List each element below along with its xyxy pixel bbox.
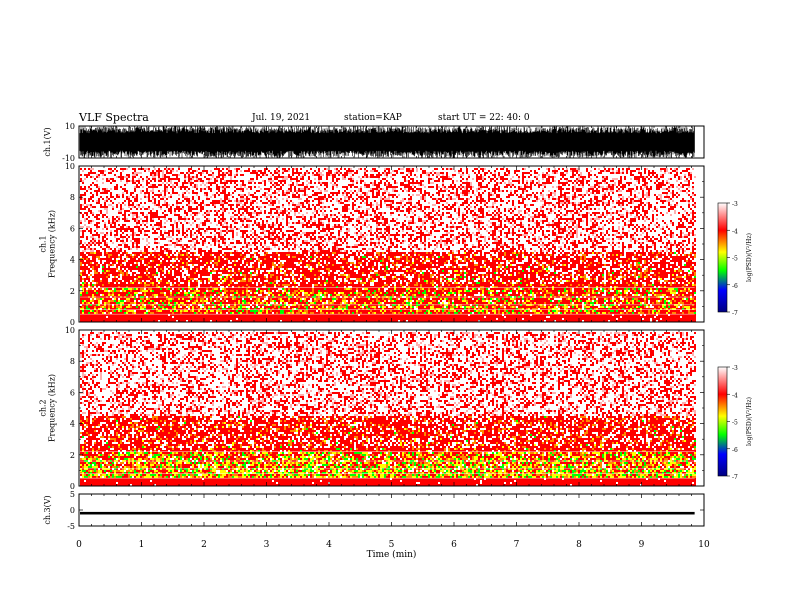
panel-frame (79, 494, 704, 526)
x-tick-label: 6 (451, 540, 457, 550)
y-tick-label: 4 (70, 420, 75, 429)
y-tick-label: 10 (65, 122, 75, 131)
y-tick-label: 0 (70, 506, 75, 515)
y-axis-label: ch.1(V) (43, 127, 52, 156)
ch3-signal-band (80, 512, 695, 515)
x-tick-label: 4 (326, 540, 332, 550)
colorbar-tick-label: -6 (732, 283, 738, 290)
x-axis-label: Time (min) (367, 549, 417, 560)
x-tick-label: 9 (639, 540, 645, 550)
ch1-waveform-panel (80, 126, 695, 158)
ch1-spectrogram (80, 168, 696, 322)
colorbar-tick-label: -4 (732, 392, 738, 399)
colorbar-tick-label: -6 (732, 447, 738, 454)
colorbar-tick-label: -3 (732, 365, 738, 372)
y-axis-label: Frequency (kHz) (48, 374, 57, 442)
colorbar-tick-label: -5 (732, 420, 738, 427)
y-axis-label: ch.2 (39, 399, 48, 416)
ch1-waveform-line (80, 126, 695, 158)
y-tick-label: 8 (70, 193, 75, 202)
y-tick-label: 10 (65, 162, 75, 171)
colorbar-tick-label: -7 (732, 474, 738, 481)
y-tick-label: -5 (67, 522, 75, 531)
y-tick-label: 8 (70, 357, 75, 366)
colorbar (718, 203, 727, 312)
colorbar-tick-label: -5 (732, 256, 738, 263)
y-tick-label: 6 (70, 224, 75, 233)
y-axis-label: ch.1 (39, 235, 48, 252)
colorbar-tick-label: -3 (732, 201, 738, 208)
y-tick-label: 2 (70, 451, 75, 460)
colorbar (718, 367, 727, 476)
x-tick-label: 7 (514, 540, 520, 550)
x-tick-label: 2 (201, 540, 207, 550)
colorbar-tick-label: -7 (732, 310, 738, 317)
x-tick-label: 10 (698, 540, 710, 550)
y-tick-label: 2 (70, 287, 75, 296)
y-axis-label: ch.3(V) (43, 495, 52, 524)
vlf-spectra-figure: 10-10ch.1(V)0246810ch.1 Frequency (kHz)-3… (0, 0, 792, 612)
x-tick-label: 8 (576, 540, 582, 550)
y-tick-label: 6 (70, 388, 75, 397)
y-tick-label: 4 (70, 256, 75, 265)
x-tick-label: 3 (264, 540, 270, 550)
x-tick-label: 5 (389, 540, 395, 550)
colorbar-label: log(PSD)(V²/Hz) (746, 233, 753, 282)
y-tick-label: 5 (70, 490, 75, 499)
x-tick-label: 1 (139, 540, 145, 550)
colorbar-label: log(PSD)(V²/Hz) (746, 397, 753, 446)
x-tick-label: 0 (76, 540, 82, 550)
y-tick-label: 10 (65, 326, 75, 335)
colorbar-tick-label: -4 (732, 228, 738, 235)
y-axis-label: Frequency (kHz) (48, 210, 57, 278)
ch2-spectrogram (80, 332, 696, 486)
